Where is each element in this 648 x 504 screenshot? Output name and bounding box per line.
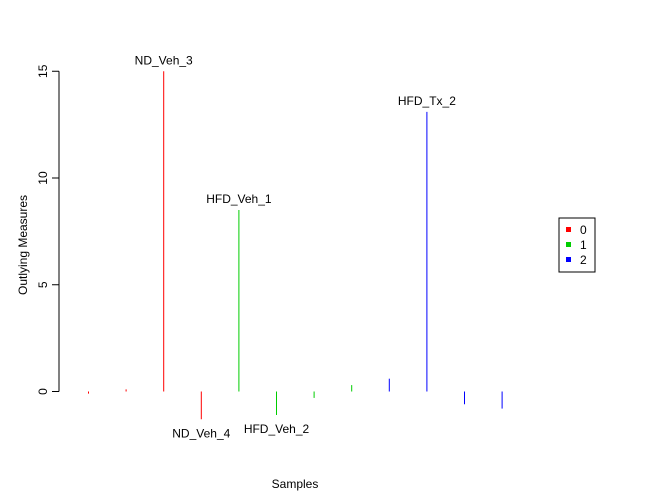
y-tick-label: 0 <box>36 388 50 395</box>
legend-box <box>558 217 596 273</box>
y-axis-label: Outlying Measures <box>16 195 30 295</box>
bar-label: HFD_Tx_2 <box>398 94 456 108</box>
legend-swatch <box>566 257 571 262</box>
y-tick-label: 15 <box>36 64 50 78</box>
legend-swatch <box>566 242 571 247</box>
y-tick-label: 5 <box>36 281 50 288</box>
y-axis: 0 5 10 15 <box>36 64 60 395</box>
x-axis-label: Samples <box>272 477 319 491</box>
legend-label: 2 <box>580 253 587 267</box>
legend-label: 1 <box>580 238 587 252</box>
bar-label: ND_Veh_3 <box>135 53 193 67</box>
legend: 012 <box>558 217 596 273</box>
bar-label: HFD_Veh_2 <box>244 422 310 436</box>
bars-group <box>88 71 503 420</box>
bar-labels-group: ND_Veh_3 ND_Veh_4 HFD_Veh_1 HFD_Veh_2 HFD_Tx… <box>135 53 457 440</box>
y-tick-label: 10 <box>36 171 50 185</box>
legend-swatch <box>566 227 571 232</box>
bar-label: ND_Veh_4 <box>172 426 230 440</box>
legend-label: 0 <box>580 223 587 237</box>
bar-label: HFD_Veh_1 <box>206 192 272 206</box>
